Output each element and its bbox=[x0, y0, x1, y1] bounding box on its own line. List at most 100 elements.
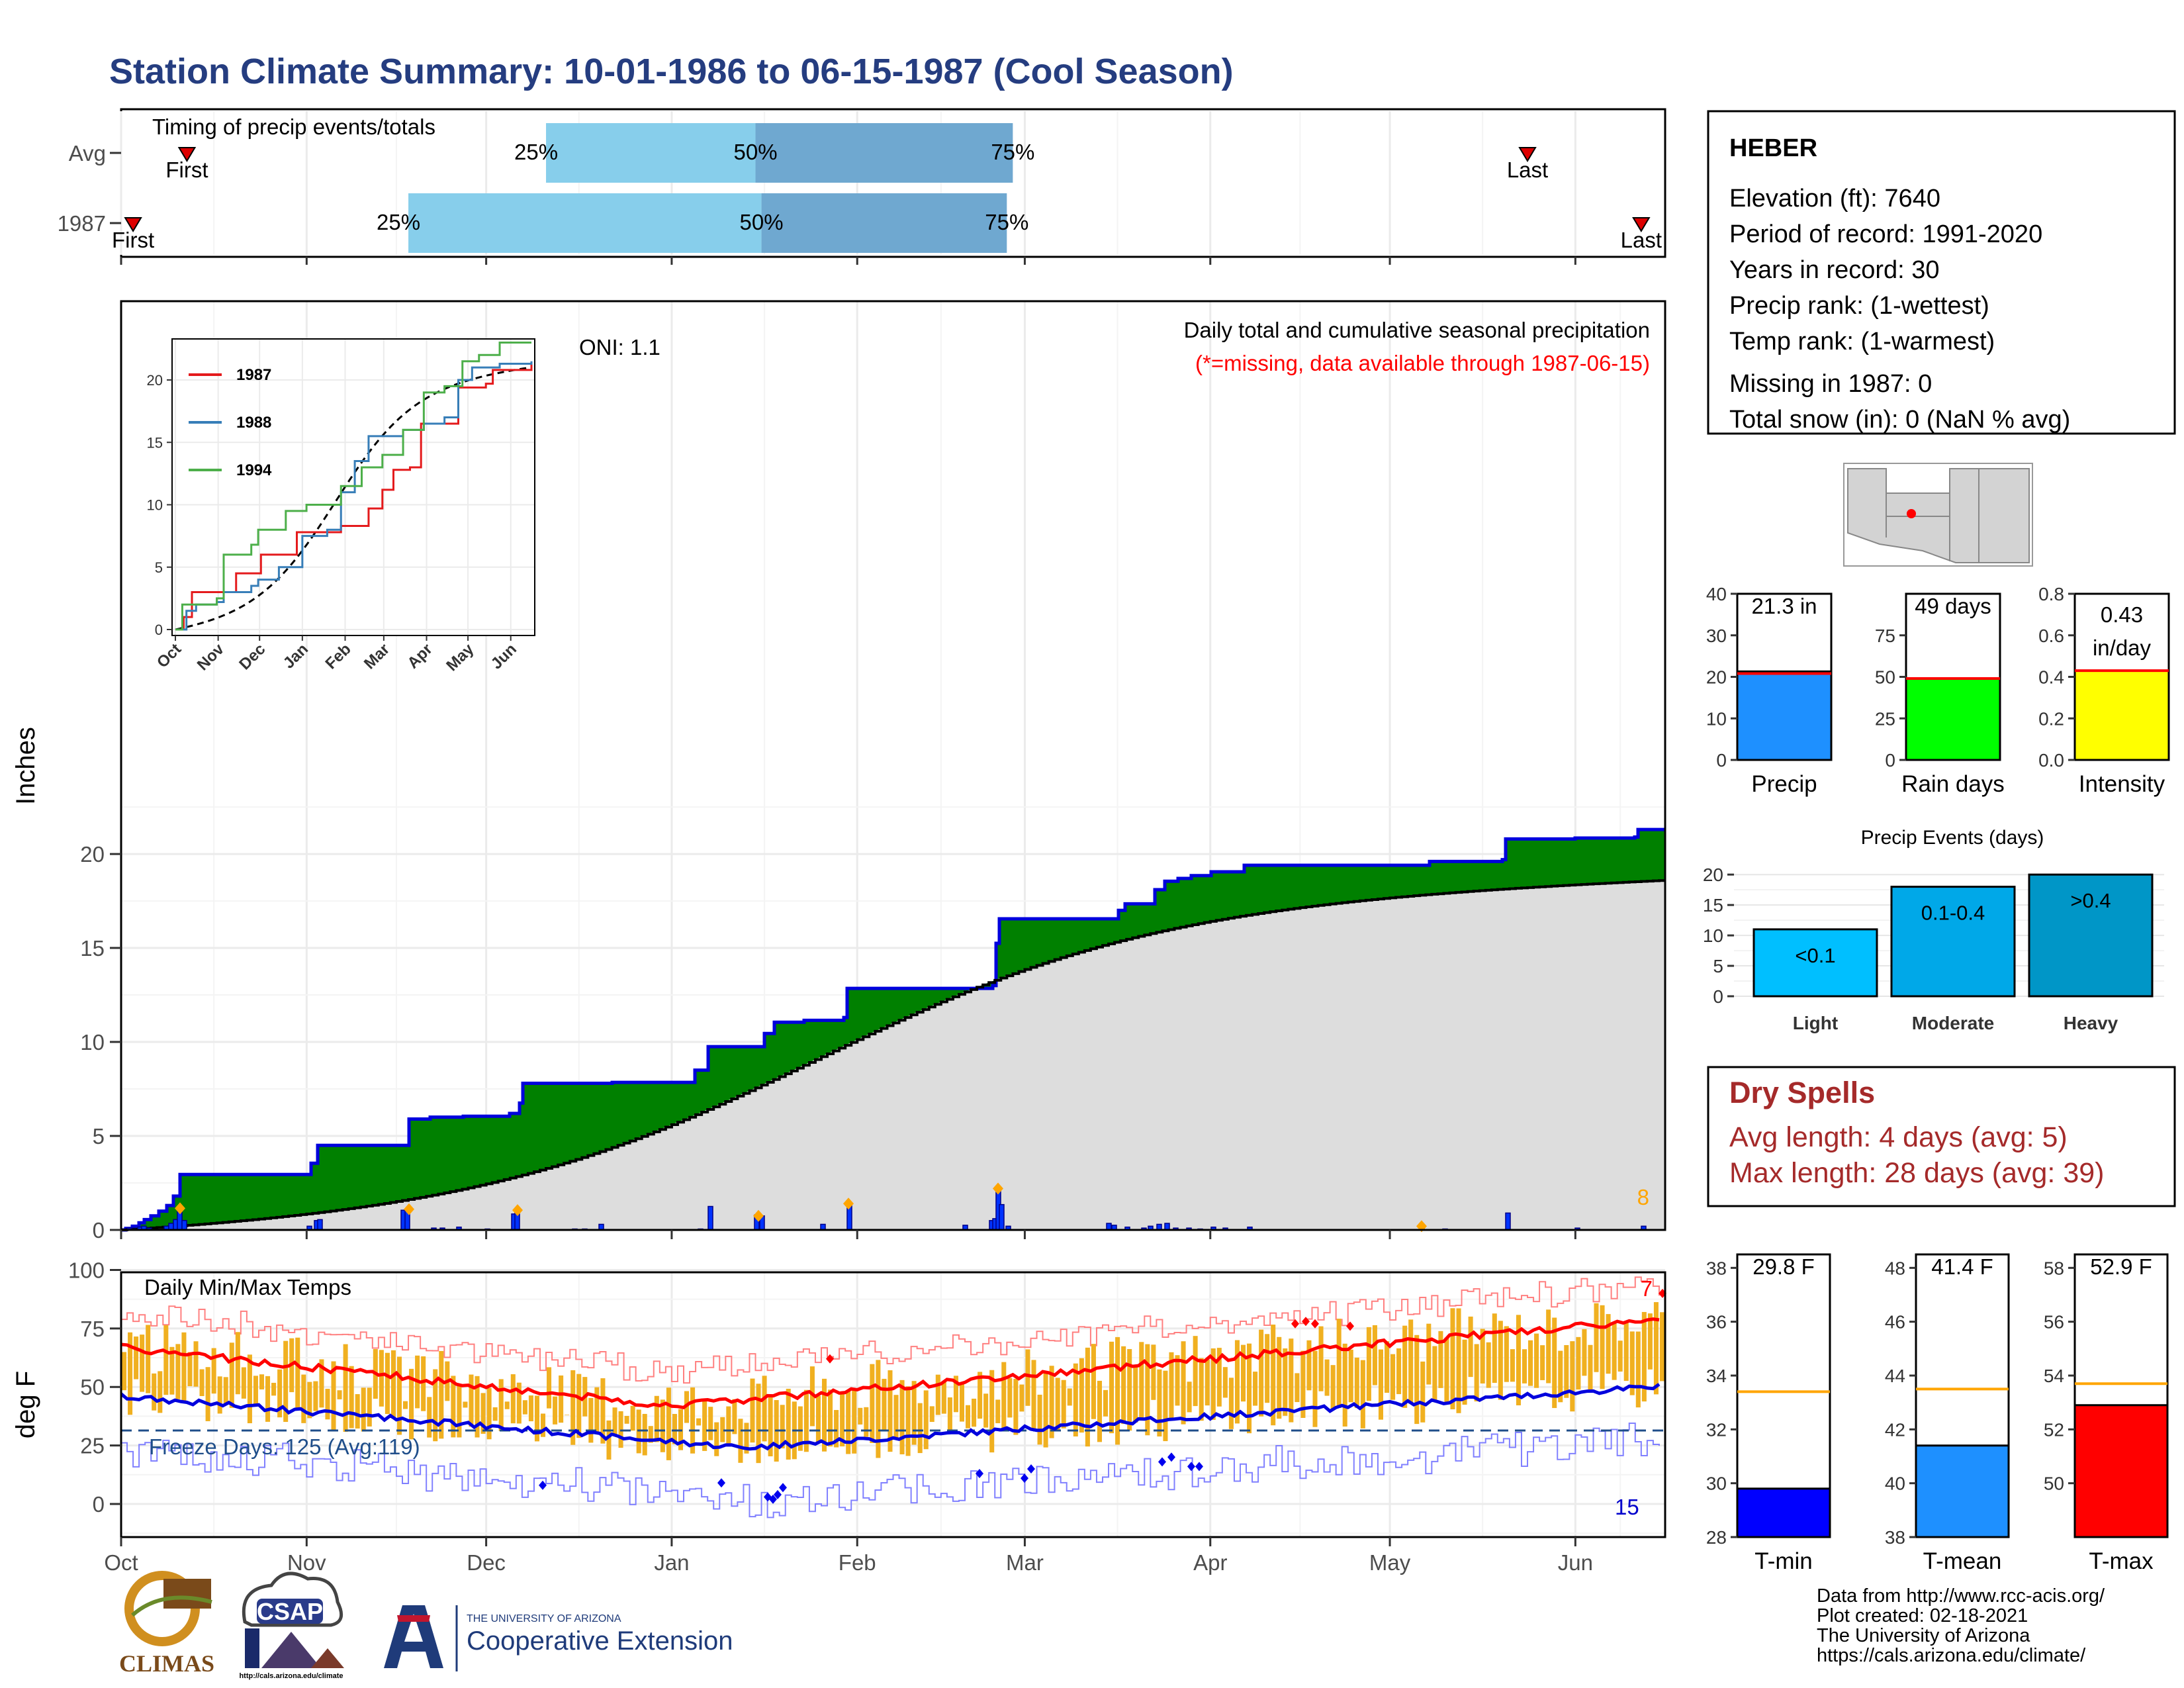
temp-range-bar bbox=[983, 1393, 989, 1428]
temp-range-bar bbox=[1629, 1331, 1635, 1395]
precip-y-tick-label: 20 bbox=[80, 842, 105, 867]
mini-bar-tick-label: 25 bbox=[1875, 708, 1895, 729]
temp-mini-tick-label: 40 bbox=[1885, 1474, 1905, 1494]
temp-range-bar bbox=[1247, 1343, 1252, 1434]
mini-bar-fill bbox=[1905, 677, 2001, 761]
temp-range-bar bbox=[534, 1395, 539, 1442]
temp-range-bar bbox=[1641, 1311, 1647, 1402]
temp-range-bar bbox=[277, 1369, 283, 1418]
temp-range-bar bbox=[1283, 1348, 1288, 1416]
events-bar bbox=[1752, 928, 1878, 998]
temp-range-bar bbox=[1606, 1314, 1611, 1374]
temp-range-bar bbox=[828, 1389, 833, 1447]
temp-range-bar bbox=[1222, 1367, 1228, 1398]
events-bar-label: <0.1 bbox=[1795, 944, 1835, 967]
events-title: Precip Events (days) bbox=[1861, 827, 2044, 849]
precip-panel: 0 5 10 15 20 Inches ONI: 1.1 Daily total and… bbox=[11, 300, 1666, 1243]
temp-y-label: deg F bbox=[11, 1371, 40, 1438]
temp-range-bar bbox=[1480, 1329, 1485, 1383]
temp-range-bar bbox=[433, 1369, 438, 1442]
temp-range-bar bbox=[780, 1405, 785, 1449]
temp-range-bar bbox=[702, 1400, 707, 1451]
temp-range-bar bbox=[540, 1413, 546, 1437]
temp-range-bar bbox=[175, 1344, 181, 1399]
temp-range-bar bbox=[600, 1378, 606, 1444]
record-low-marker bbox=[1167, 1452, 1175, 1462]
timing-first-label: First bbox=[112, 228, 154, 252]
temp-range-bar bbox=[1234, 1340, 1240, 1424]
temp-range-bar bbox=[642, 1413, 647, 1456]
timing-first-marker bbox=[177, 147, 197, 162]
temp-range-bar bbox=[1582, 1329, 1587, 1376]
temp-range-bar bbox=[205, 1367, 210, 1421]
temp-range-bar bbox=[271, 1382, 277, 1396]
temp-range-bar bbox=[947, 1397, 952, 1431]
temp-range-bar bbox=[1031, 1360, 1036, 1430]
temp-mini-bar-2: 50 52 54 56 58 52.9 F T-max bbox=[2044, 1253, 2169, 1574]
temp-mini-tick-label: 44 bbox=[1885, 1366, 1905, 1386]
mini-bar-tick-label: 75 bbox=[1875, 626, 1895, 646]
mini-bar-tick-label: 30 bbox=[1706, 626, 1727, 646]
temp-range-bar bbox=[158, 1371, 163, 1413]
station-line-3: Years in record: 30 bbox=[1729, 256, 1940, 284]
events-category-label: Moderate bbox=[1912, 1013, 1994, 1033]
month-tick-label: Feb bbox=[839, 1550, 876, 1575]
heavy-count-label: 8 bbox=[1637, 1185, 1649, 1209]
record-low-marker bbox=[769, 1494, 777, 1504]
temp-range-bar bbox=[1289, 1338, 1294, 1423]
mini-bar-value: 49 days bbox=[1915, 594, 1991, 618]
temp-range-bar bbox=[1013, 1378, 1019, 1435]
temp-range-bar bbox=[1216, 1348, 1222, 1407]
temp-range-bar bbox=[1552, 1317, 1557, 1409]
temp-range-bar bbox=[864, 1407, 869, 1437]
temp-range-bar bbox=[606, 1420, 612, 1460]
temp-range-bar bbox=[528, 1395, 533, 1422]
temp-mini-tick-label: 48 bbox=[1885, 1258, 1905, 1278]
temp-range-bar bbox=[1199, 1358, 1204, 1421]
temp-range-bar bbox=[1295, 1373, 1300, 1403]
temp-range-bar bbox=[1318, 1326, 1324, 1391]
temp-range-bar bbox=[1181, 1341, 1186, 1425]
temp-range-bar bbox=[1342, 1343, 1347, 1427]
heavy-event-markers bbox=[175, 1182, 1427, 1233]
temp-range-bar bbox=[911, 1381, 917, 1445]
temp-range-bar bbox=[516, 1382, 522, 1424]
record-low-marker bbox=[1195, 1462, 1203, 1472]
temp-range-bar bbox=[882, 1378, 887, 1431]
temp-range-bar bbox=[265, 1376, 271, 1422]
temp-range-bar bbox=[840, 1391, 845, 1447]
temp-range-bar bbox=[1079, 1358, 1084, 1433]
temp-range-bar bbox=[624, 1415, 629, 1424]
temp-range-bar bbox=[1438, 1331, 1443, 1388]
temp-range-bar bbox=[714, 1422, 719, 1456]
mini-bar-tick-label: 10 bbox=[1706, 708, 1727, 729]
mini-bar-tick-label: 50 bbox=[1875, 667, 1895, 688]
events-bar bbox=[2028, 873, 2154, 998]
precip-y-tick-label: 5 bbox=[93, 1124, 105, 1149]
heavy-event-marker bbox=[404, 1203, 414, 1215]
mini-bar-fill bbox=[2073, 669, 2170, 761]
temp-range-bar bbox=[343, 1344, 348, 1432]
temp-range-bar bbox=[421, 1356, 426, 1411]
station-line-4: Precip rank: (1-wettest) bbox=[1729, 292, 1989, 320]
precip-events-chart: Precip Events (days) <0.1 Light 0.1-0.4 Mod… bbox=[1703, 827, 2164, 1033]
timing-row-label: 1987 bbox=[58, 211, 106, 236]
temp-range-bar bbox=[786, 1388, 791, 1460]
station-line-2: Period of record: 1991-2020 bbox=[1729, 220, 2042, 248]
temp-range-bar bbox=[1277, 1336, 1282, 1419]
temp-range-bar bbox=[696, 1418, 702, 1426]
temp-range-bar bbox=[690, 1387, 696, 1454]
temp-range-bar bbox=[809, 1366, 815, 1427]
temp-range-bar bbox=[672, 1413, 677, 1444]
temp-y-tick-label: 0 bbox=[93, 1492, 105, 1517]
temp-range-bar bbox=[367, 1387, 372, 1427]
temp-range-bar bbox=[134, 1336, 139, 1380]
temp-range-bar bbox=[594, 1387, 600, 1434]
timing-last-label: Last bbox=[1621, 228, 1662, 252]
temp-mini-tick-label: 46 bbox=[1885, 1312, 1905, 1333]
temp-range-bar bbox=[821, 1378, 827, 1452]
events-bar-label: 0.1-0.4 bbox=[1921, 902, 1985, 925]
credits: Data from http://www.rcc-acis.org/ Plot … bbox=[1817, 1585, 2105, 1666]
precip-y-axis: 0 5 10 15 20 bbox=[80, 842, 1576, 1243]
temp-mini-tick-label: 32 bbox=[1706, 1419, 1727, 1440]
